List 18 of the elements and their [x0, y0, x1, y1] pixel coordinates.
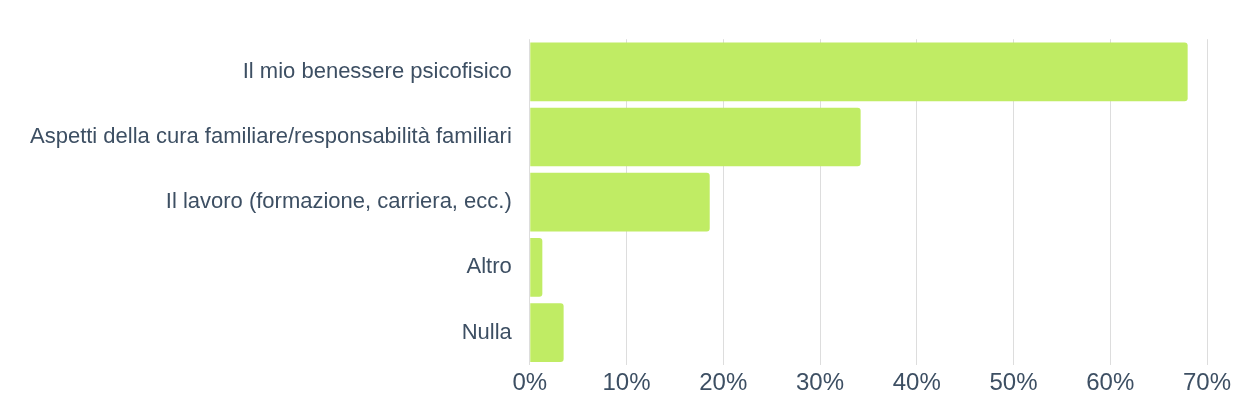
- bar: [530, 238, 543, 297]
- x-tick-label: 50%: [989, 368, 1038, 396]
- y-tick-label: Il mio benessere psicofisico: [242, 57, 512, 83]
- x-tick-label: 20%: [699, 368, 748, 396]
- y-tick-label: Il lavoro (formazione, carriera, ecc.): [165, 188, 512, 214]
- bar: [530, 107, 861, 167]
- bar: [530, 172, 710, 232]
- bar: [530, 42, 1188, 102]
- x-tick-label: 70%: [1182, 368, 1232, 396]
- x-tick-label: 30%: [795, 368, 845, 396]
- x-tick-label: 10%: [602, 368, 651, 396]
- x-tick-label: 0%: [512, 368, 548, 396]
- x-tick-label: 60%: [1086, 368, 1135, 396]
- bar: [530, 303, 564, 362]
- x-tick-label: 40%: [892, 368, 941, 396]
- y-tick-label: Altro: [466, 253, 512, 279]
- y-tick-label: Nulla: [461, 318, 513, 344]
- y-tick-label: Aspetti della cura familiare/responsabilità familiari: [30, 123, 512, 149]
